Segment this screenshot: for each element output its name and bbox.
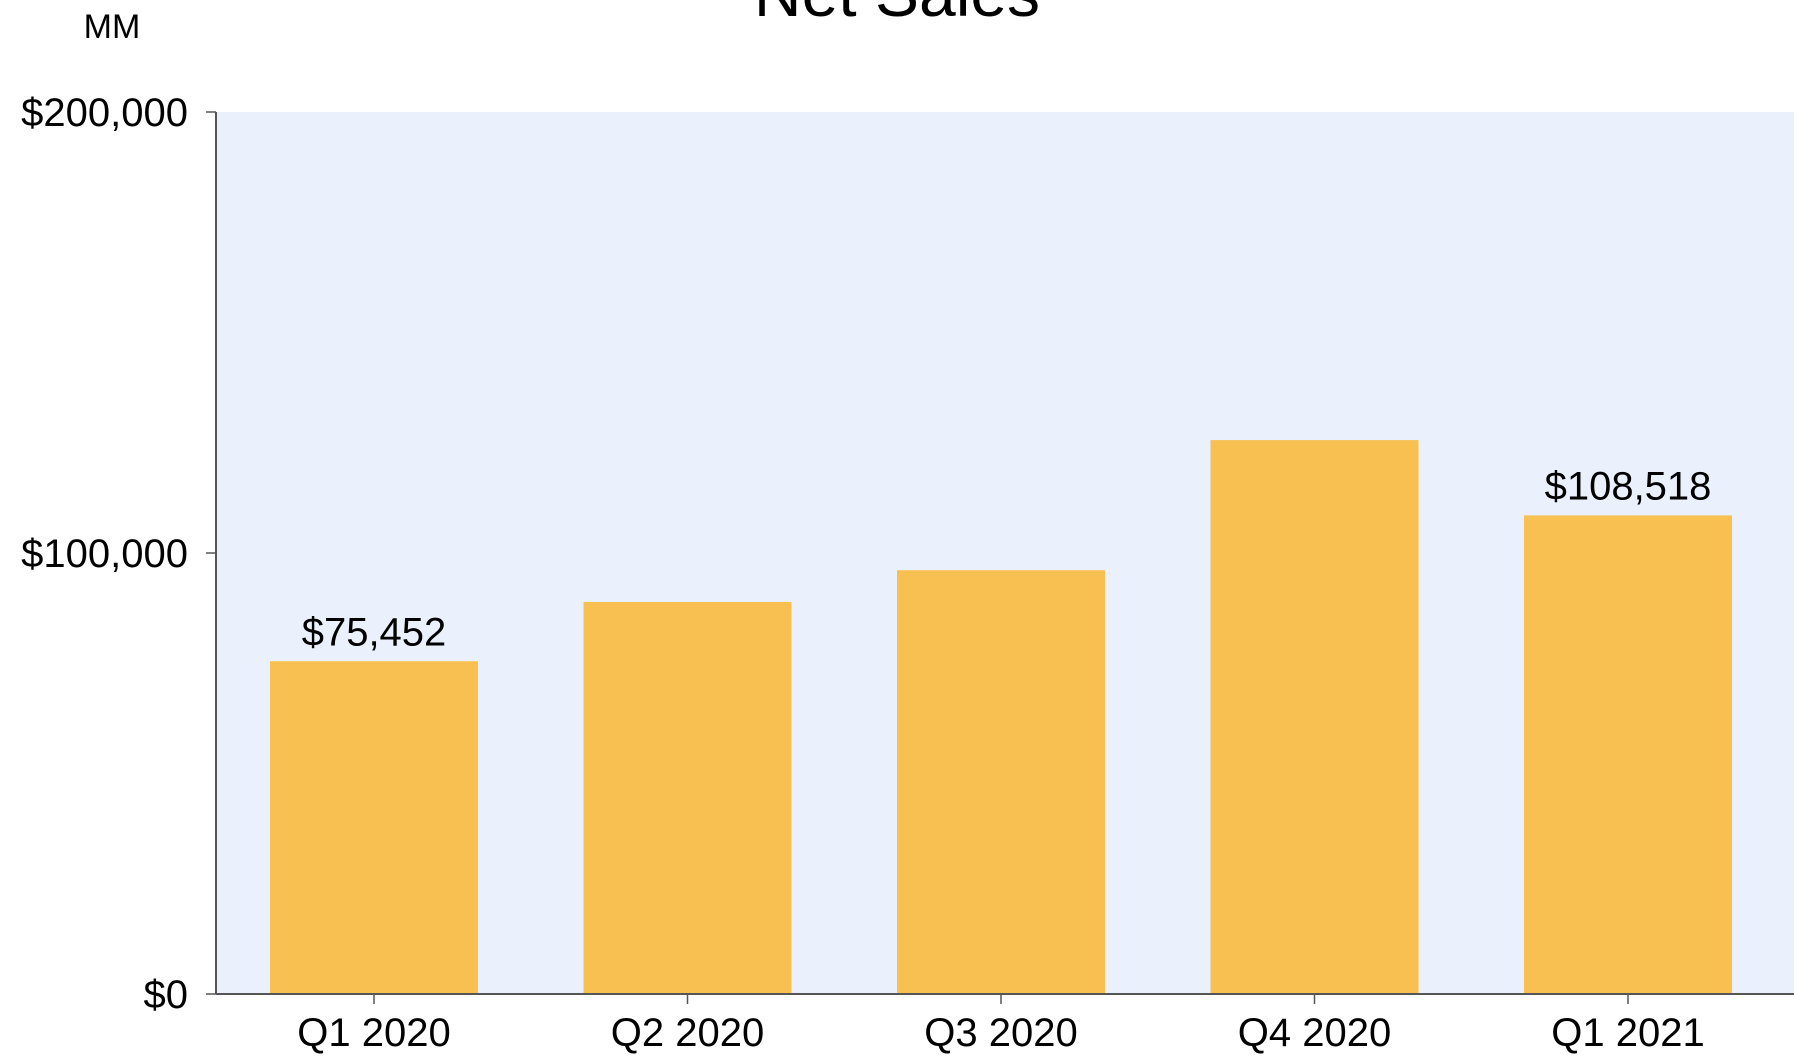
bar-2 (583, 601, 792, 994)
axes-layer (206, 111, 1794, 1004)
bar-4 (1210, 440, 1419, 994)
y-tick-label-2: $100,000 (21, 532, 188, 576)
chart-title: Net Sales (754, 0, 1040, 30)
bar-1 (270, 661, 478, 994)
bar-3 (897, 570, 1105, 994)
bars-layer (270, 440, 1732, 994)
x-tick-label-4: Q4 2020 (1238, 1011, 1391, 1055)
x-tick-label-2: Q2 2020 (611, 1011, 764, 1055)
labels-layer: $75,452 Q1 2020 Q2 2020 Q3 2020 Q4 2020 $108,… (21, 91, 1711, 1055)
bar-5 (1524, 515, 1732, 994)
x-tick-label-1: Q1 2020 (297, 1011, 450, 1055)
x-tick-label-3: Q3 2020 (924, 1011, 1077, 1055)
y-tick-label-1: $0 (144, 973, 189, 1017)
data-label-1: $75,452 (302, 610, 447, 654)
x-tick-label-5: Q1 2021 (1551, 1011, 1704, 1055)
unit-label: MM (84, 8, 141, 46)
y-tick-label-3: $200,000 (21, 91, 188, 135)
data-label-5: $108,518 (1545, 464, 1712, 508)
